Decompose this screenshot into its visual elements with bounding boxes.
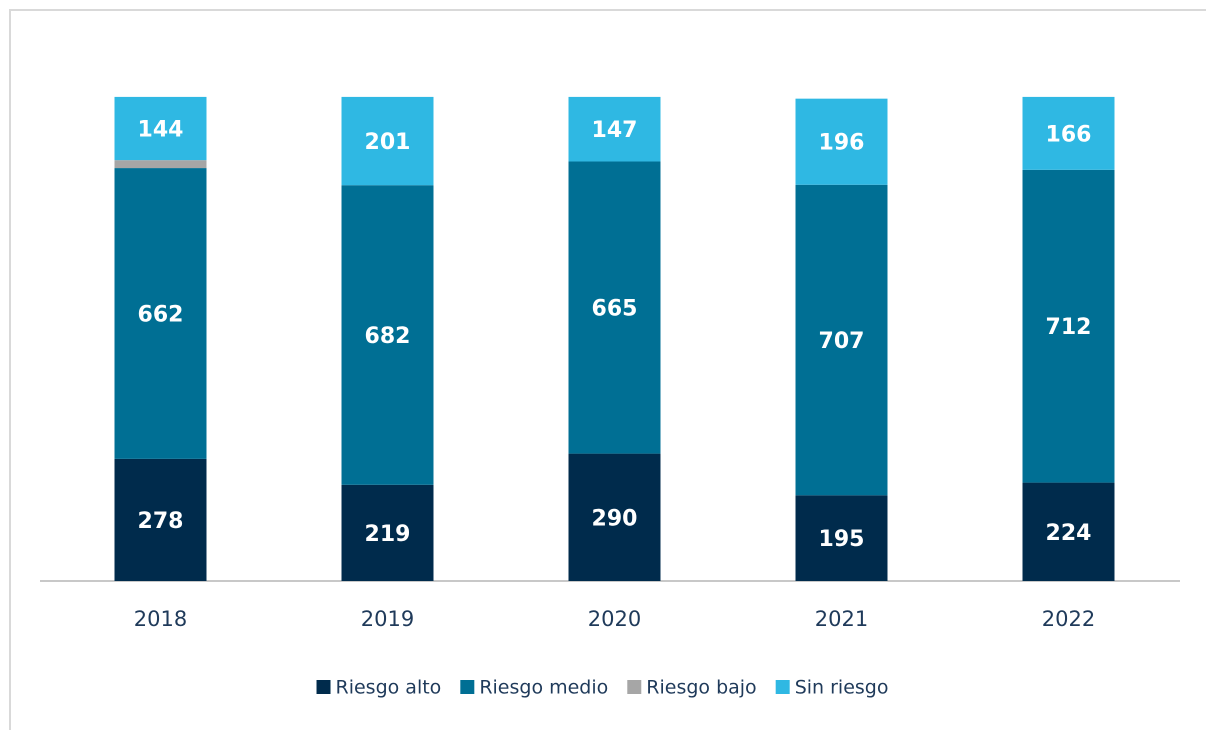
value-label: 166 bbox=[1046, 122, 1092, 147]
value-label: 278 bbox=[138, 509, 184, 534]
bar-segment bbox=[795, 495, 888, 581]
bar-segment bbox=[1022, 96, 1115, 170]
value-label: 144 bbox=[138, 118, 184, 143]
bar-segment bbox=[795, 184, 888, 496]
value-label: 147 bbox=[592, 118, 638, 143]
value-label: 665 bbox=[592, 297, 638, 322]
legend-label: Sin riesgo bbox=[795, 677, 889, 699]
x-tick-label: 2018 bbox=[134, 607, 187, 631]
legend-swatch bbox=[460, 680, 475, 694]
bar-segment bbox=[341, 185, 434, 485]
bar-segment bbox=[341, 484, 434, 581]
value-label: 201 bbox=[365, 130, 411, 155]
value-label: 196 bbox=[819, 131, 865, 156]
bar-segment bbox=[114, 458, 207, 581]
value-label: 224 bbox=[1046, 521, 1092, 546]
legend-label: Riesgo bajo bbox=[646, 677, 756, 699]
legend-label: Riesgo medio bbox=[479, 677, 608, 699]
value-label: 290 bbox=[592, 506, 638, 531]
bar-segment bbox=[114, 168, 207, 459]
bar-segment bbox=[114, 96, 207, 161]
bar-segment bbox=[568, 453, 661, 581]
x-tick-label: 2019 bbox=[361, 607, 414, 631]
x-tick-label: 2021 bbox=[815, 607, 868, 631]
bar-segment bbox=[568, 96, 661, 162]
bar-segment bbox=[795, 98, 888, 185]
legend-swatch bbox=[775, 680, 790, 694]
bar-segment bbox=[1022, 169, 1115, 483]
bar-segment bbox=[568, 161, 661, 454]
value-label: 712 bbox=[1046, 315, 1092, 340]
value-label: 219 bbox=[365, 522, 411, 547]
frame bbox=[9, 9, 1206, 730]
legend-swatch bbox=[316, 680, 331, 694]
bar-segment bbox=[341, 96, 434, 186]
value-label: 707 bbox=[819, 329, 865, 354]
x-tick-label: 2022 bbox=[1042, 607, 1095, 631]
bar-segment bbox=[1022, 482, 1115, 581]
legend-swatch bbox=[627, 680, 642, 694]
bar-segment bbox=[114, 160, 207, 169]
x-tick-label: 2020 bbox=[588, 607, 641, 631]
legend-label: Riesgo alto bbox=[336, 677, 442, 699]
value-label: 195 bbox=[819, 527, 865, 552]
value-label: 682 bbox=[365, 324, 411, 349]
value-label: 662 bbox=[138, 302, 184, 327]
